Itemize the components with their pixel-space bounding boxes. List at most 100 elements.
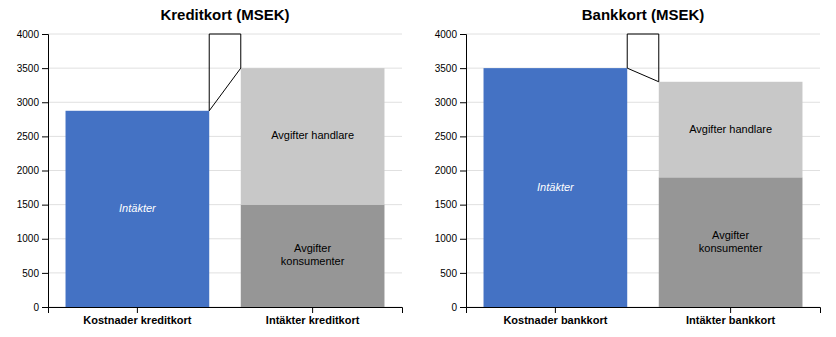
segment-label-line: Intäkter	[537, 180, 575, 192]
bar	[241, 68, 385, 205]
segment-labels: Intäkter Avgifterkonsumenter Avgifter hand…	[537, 122, 772, 253]
y-tick: 1000	[435, 233, 466, 244]
grid-line	[466, 34, 820, 35]
tick-mark	[42, 68, 48, 69]
tick-mark	[460, 68, 466, 69]
bar	[659, 177, 803, 307]
x-tick: Kostnader bankkort	[503, 307, 607, 326]
tick-label: 500	[440, 268, 457, 279]
x-axis: Kostnader bankkort Intäkter bankkort	[467, 307, 821, 326]
tick-label: Intäkter kreditkort	[266, 314, 360, 326]
tick-mark	[730, 307, 731, 313]
y-tick: 0	[451, 302, 466, 313]
y-tick: 1000	[17, 233, 48, 244]
x-axis: Kostnader kreditkort Intäkter kreditkort	[49, 307, 403, 326]
y-tick: 500	[22, 268, 48, 279]
tick-label: 0	[451, 302, 457, 313]
tick-label: 1500	[17, 199, 40, 210]
tick-label: 2000	[435, 165, 458, 176]
y-tick: 4000	[17, 29, 48, 40]
connector-line	[627, 34, 628, 68]
connector-line	[627, 68, 659, 82]
y-tick: 2000	[435, 165, 466, 176]
tick-mark	[42, 171, 48, 172]
chart-title: Bankkort (MSEK)	[582, 6, 705, 23]
bars	[66, 68, 385, 307]
y-tick: 3000	[435, 97, 466, 108]
tick-label: 3500	[17, 63, 40, 74]
y-tick: 1500	[17, 199, 48, 210]
tick-mark	[460, 239, 466, 240]
tick-label: 1500	[435, 199, 458, 210]
tick-mark	[460, 171, 466, 172]
x-tick: Kostnader kreditkort	[83, 307, 192, 326]
y-tick: 2500	[17, 131, 48, 142]
connector-line	[240, 34, 241, 68]
y-tick: 1500	[435, 199, 466, 210]
segment-label: Avgifterkonsumenter	[281, 242, 345, 267]
tick-label: 4000	[17, 29, 40, 40]
tick-mark	[460, 273, 466, 274]
y-tick: 2000	[17, 165, 48, 176]
tick-mark	[460, 34, 466, 35]
y-tick: 3500	[17, 63, 48, 74]
segment-label-line: konsumenter	[281, 255, 345, 267]
bar	[484, 68, 628, 307]
segment-label-line: Intäkter	[119, 202, 157, 214]
segment-label: Avgifterkonsumenter	[699, 229, 763, 254]
segment-label: Avgifter handlare	[689, 122, 772, 134]
bar	[66, 111, 210, 307]
segment-label: Intäkter	[119, 202, 157, 214]
segment-labels: Intäkter Avgifterkonsumenter Avgifter hand…	[119, 129, 354, 267]
y-tick: 4000	[435, 29, 466, 40]
x-tick: Intäkter kreditkort	[266, 307, 360, 326]
y-tick: 2500	[435, 131, 466, 142]
axis-line	[467, 308, 821, 314]
axis-line	[49, 308, 403, 314]
panel: 0 500 1000 1500 2000 2500 3000 3500 4000 Kostnade…	[17, 6, 403, 326]
tick-mark	[42, 136, 48, 137]
connector-line	[209, 34, 241, 35]
y-tick: 0	[33, 302, 48, 313]
chart-title: Kreditkort (MSEK)	[160, 6, 289, 23]
chart-canvas: 0 500 1000 1500 2000 2500 3000 3500 4000 Kostnade…	[0, 0, 836, 337]
tick-mark	[42, 239, 48, 240]
tick-label: 3000	[435, 97, 458, 108]
tick-mark	[42, 102, 48, 103]
tick-mark	[42, 205, 48, 206]
tick-label: Intäkter bankkort	[686, 314, 776, 326]
segment-label-line: Avgifter	[712, 229, 749, 241]
axis-line	[460, 35, 467, 308]
tick-mark	[460, 102, 466, 103]
segment-label-line: Avgifter	[294, 242, 331, 254]
tick-label: 3000	[17, 97, 40, 108]
tick-label: 1000	[17, 233, 40, 244]
tick-mark	[555, 307, 556, 313]
grid	[48, 34, 402, 307]
tick-label: 2000	[17, 165, 40, 176]
tick-mark	[42, 273, 48, 274]
segment-label-line: Avgifter handlare	[689, 122, 772, 134]
tick-mark	[460, 136, 466, 137]
connector-line	[627, 34, 659, 35]
bar	[659, 82, 803, 178]
tick-mark	[137, 307, 138, 313]
tick-label: 0	[33, 302, 39, 313]
tick-mark	[312, 307, 313, 313]
segment-label-line: konsumenter	[699, 242, 763, 254]
tick-mark	[460, 307, 466, 308]
x-tick: Intäkter bankkort	[686, 307, 776, 326]
tick-mark	[460, 205, 466, 206]
tick-label: 2500	[17, 131, 40, 142]
grid	[466, 34, 820, 307]
grid-line	[48, 34, 402, 35]
tick-label: Kostnader kreditkort	[83, 314, 192, 326]
y-axis: 0 500 1000 1500 2000 2500 3000 3500 4000	[17, 29, 49, 313]
connector-line	[209, 68, 241, 111]
panel: 05001000150020002500300035004000Kostnade…	[435, 6, 821, 326]
segment-label: Intäkter	[537, 180, 575, 192]
segment-label-line: Avgifter handlare	[271, 129, 354, 141]
tick-mark	[42, 34, 48, 35]
bars	[484, 68, 803, 307]
connectors	[627, 34, 659, 82]
